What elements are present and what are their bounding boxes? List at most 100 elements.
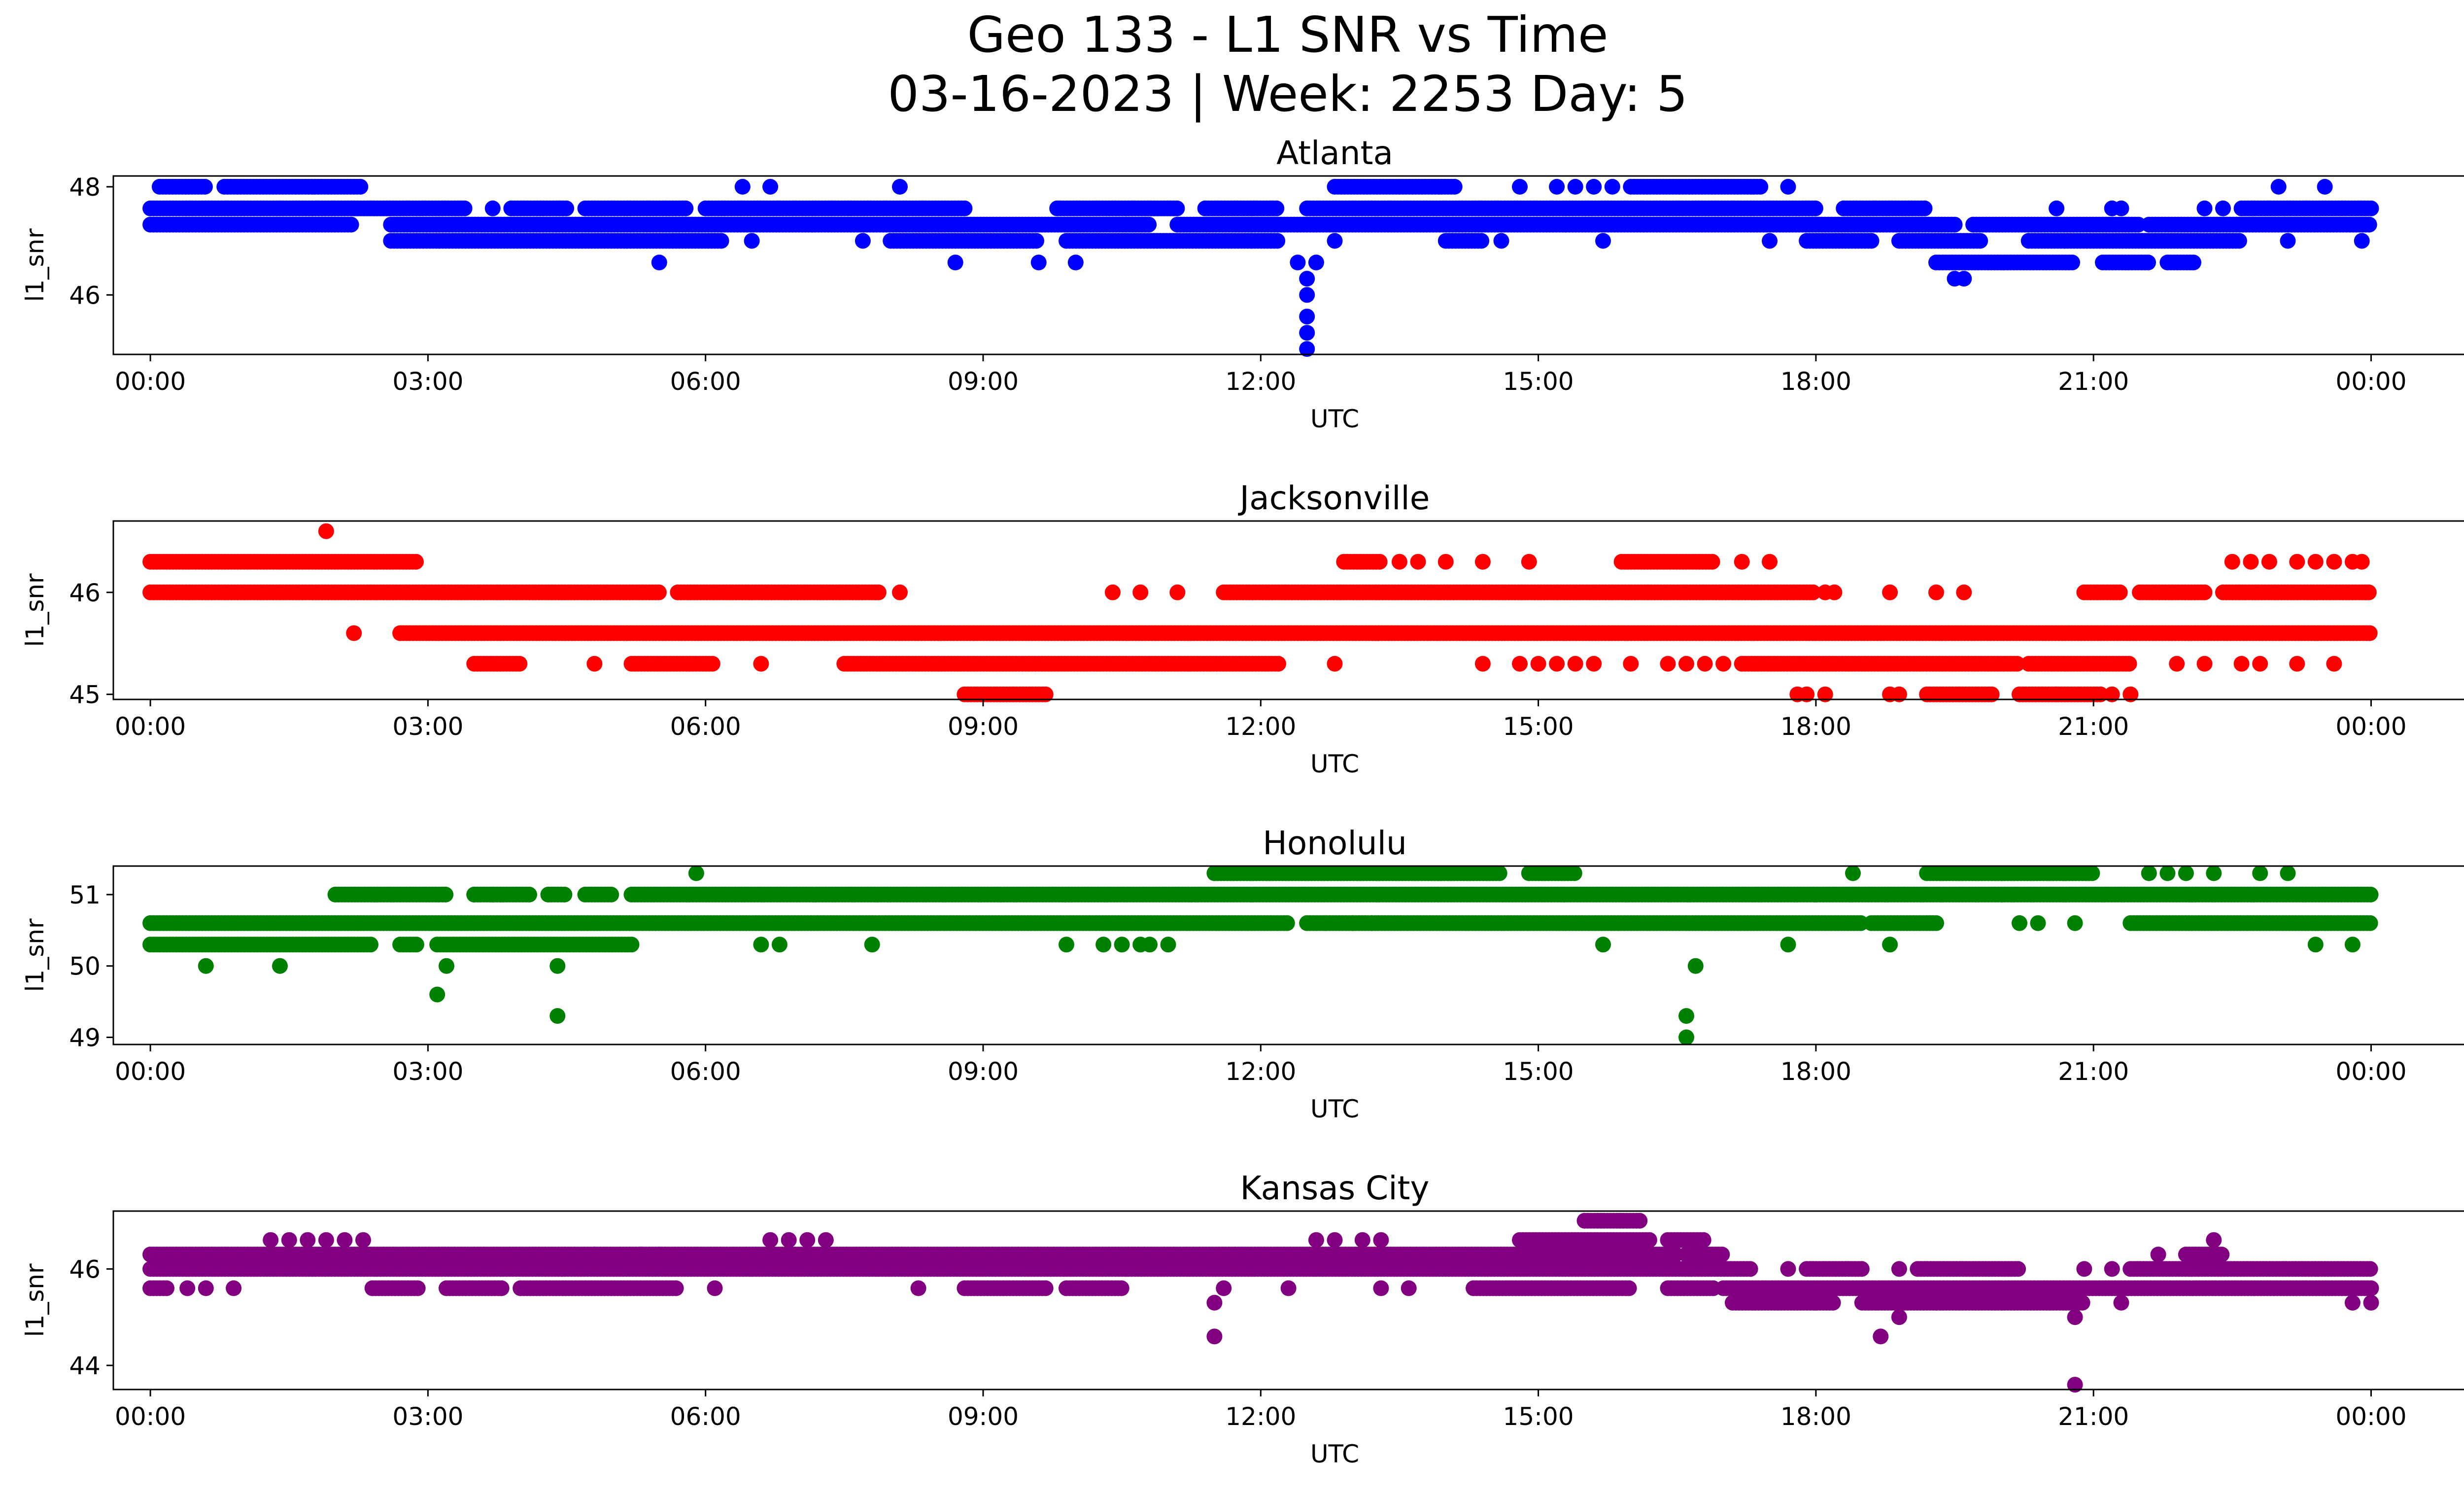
y-axis-label: l1_snr: [21, 573, 49, 647]
x-tick-label: 03:00: [392, 712, 463, 741]
x-tick-label: 09:00: [948, 712, 1019, 741]
data-point: [1947, 216, 1963, 233]
subplot-title: Atlanta: [1276, 134, 1393, 172]
data-point: [346, 625, 362, 641]
data-point: [1269, 233, 1286, 249]
data-point: [1704, 554, 1720, 570]
data-point: [771, 937, 787, 953]
data-point: [1799, 686, 1815, 702]
data-point: [1805, 584, 1821, 600]
data-point: [1299, 325, 1315, 341]
data-point: [1521, 554, 1537, 570]
data-point: [1715, 656, 1732, 672]
data-point: [1586, 178, 1602, 195]
data-point: [1327, 233, 1343, 249]
data-point: [678, 200, 694, 216]
data-point: [352, 178, 369, 195]
data-point: [623, 937, 640, 953]
data-point: [1308, 254, 1324, 271]
data-point: [438, 886, 454, 903]
data-point: [2122, 686, 2139, 702]
data-point: [484, 886, 501, 903]
y-tick-label: 48: [69, 173, 101, 202]
data-point: [1928, 915, 1944, 931]
data-point: [2252, 865, 2268, 881]
data-point: [744, 233, 760, 249]
data-point: [1567, 656, 1583, 672]
x-tick-label: 09:00: [948, 367, 1019, 396]
data-point: [2140, 254, 2156, 271]
data-point: [1279, 915, 1295, 931]
data-point: [1030, 254, 1047, 271]
data-point: [1270, 656, 1286, 672]
data-point: [603, 886, 619, 903]
data-point: [1567, 178, 1583, 195]
data-point: [2354, 233, 2370, 249]
x-tick-label: 00:00: [2335, 712, 2406, 741]
series-markers: [142, 865, 2379, 1045]
figure-title: Geo 133 - L1 SNR vs Time: [967, 6, 1608, 64]
data-point: [2009, 656, 2025, 672]
data-point: [2261, 554, 2277, 570]
data-point: [1826, 584, 1843, 600]
data-point: [1762, 233, 1778, 249]
data-point: [1299, 271, 1315, 287]
data-point: [2186, 254, 2201, 271]
data-point: [2231, 233, 2247, 249]
data-point: [1345, 915, 1362, 931]
data-point: [408, 937, 424, 953]
data-point: [1512, 178, 1528, 195]
data-point: [864, 937, 880, 953]
data-point: [1114, 937, 1130, 953]
data-point: [363, 937, 378, 953]
data-point: [753, 656, 769, 672]
data-point: [1299, 287, 1315, 303]
data-point: [586, 656, 603, 672]
data-point: [2112, 584, 2128, 600]
y-tick-label: 45: [69, 681, 101, 709]
data-point: [2280, 865, 2296, 881]
x-tick-label: 12:00: [1225, 367, 1296, 396]
data-point: [1491, 865, 1507, 881]
data-point: [855, 233, 871, 249]
data-point: [2206, 865, 2222, 881]
data-point: [2326, 554, 2342, 570]
data-point: [1891, 686, 1907, 702]
axes-frame: [112, 520, 2464, 700]
data-point: [556, 886, 573, 903]
data-point: [2169, 656, 2185, 672]
data-point: [1169, 584, 1186, 600]
data-point: [1863, 233, 1880, 249]
data-point: [1169, 200, 1185, 216]
data-point: [1762, 554, 1778, 570]
data-point: [2196, 200, 2213, 216]
x-tick-label: 00:00: [115, 712, 186, 741]
data-point: [1972, 233, 1988, 249]
data-point: [2361, 216, 2377, 233]
data-point: [713, 233, 729, 249]
data-point: [521, 886, 537, 903]
x-axis-label: UTC: [1310, 405, 1359, 433]
x-tick-label: 15:00: [1503, 712, 1574, 741]
data-point: [1586, 656, 1602, 672]
x-tick-label: 06:00: [670, 367, 741, 396]
data-point: [1446, 178, 1463, 195]
data-point: [2361, 584, 2377, 600]
data-point: [2362, 886, 2379, 903]
data-point: [484, 200, 501, 216]
data-point: [1268, 200, 1285, 216]
data-point: [2178, 865, 2194, 881]
data-point: [2196, 584, 2213, 600]
data-point: [1660, 656, 1676, 672]
data-point: [1371, 554, 1388, 570]
data-point: [2233, 656, 2250, 672]
data-point: [558, 200, 575, 216]
data-point: [2362, 915, 2378, 931]
x-tick-label: 18:00: [1780, 367, 1851, 396]
data-point: [1752, 178, 1769, 195]
data-point: [1037, 686, 1054, 702]
data-point: [1916, 200, 1933, 216]
